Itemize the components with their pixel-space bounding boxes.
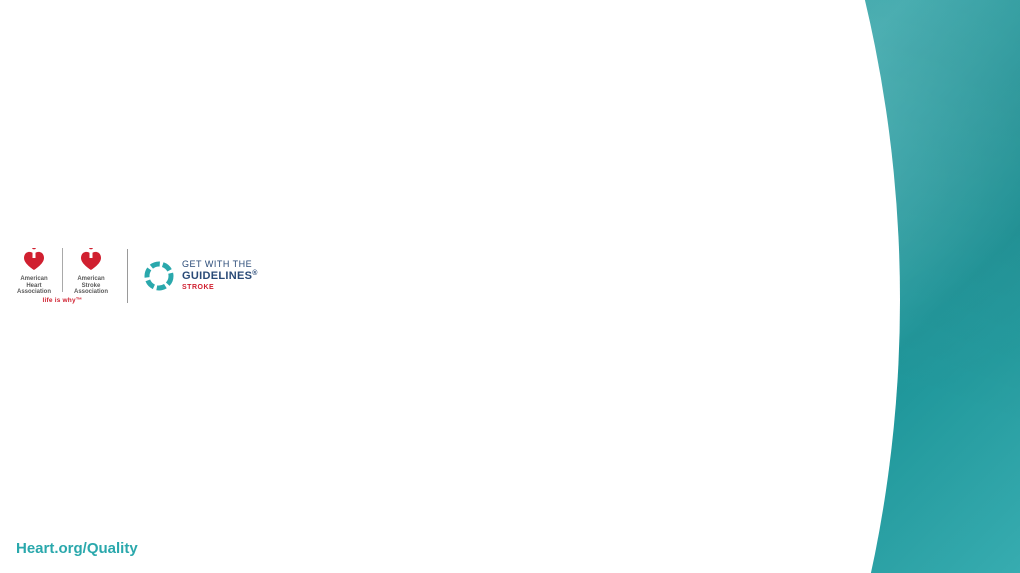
gwtg-line-2: GUIDELINES® (182, 270, 258, 282)
asa-logo: American Stroke Association (69, 248, 113, 296)
aha-asa-divider (62, 248, 63, 292)
program-line: Get With the Guidelines Stroke® (260, 105, 980, 140)
life-is-why-tagline: life is why™ (43, 297, 83, 304)
heart-torch-icon (79, 248, 103, 274)
aha-asa-row: American Heart Association American Stro… (12, 248, 113, 296)
asa-label: American Stroke Association (74, 276, 108, 296)
gwtg-sub: STROKE (182, 284, 258, 292)
aha-asa-combined-logo: American Heart Association American Stro… (12, 248, 113, 304)
slide: Get With the Guidelines Stroke® Mechanic… (0, 0, 1020, 573)
logo-separator (127, 249, 128, 303)
program-text: Get With the Guidelines Stroke (393, 106, 833, 139)
aha-logo: American Heart Association (12, 248, 56, 296)
logo-block: American Heart Association American Stro… (12, 248, 258, 304)
title-line-2: Reperfusion Therapy (260, 250, 980, 300)
content-area: Get With the Guidelines Stroke® Mechanic… (260, 0, 980, 573)
heart-torch-icon (22, 248, 46, 274)
registered-sup: ® (833, 105, 846, 125)
slide-date: February 1, 2017 (260, 410, 980, 444)
gwtg-ring-icon (142, 259, 176, 293)
gwtg-line-1: GET WITH THE (182, 260, 258, 270)
gwtg-text: GET WITH THE GUIDELINES® STROKE (182, 260, 258, 292)
aha-label: American Heart Association (17, 276, 51, 296)
slide-title: Mechanical Endovascular Reperfusion Ther… (260, 200, 980, 300)
gwtg-logo: GET WITH THE GUIDELINES® STROKE (142, 259, 258, 293)
footer-url: Heart.org/Quality (16, 540, 138, 557)
title-line-1: Mechanical Endovascular (260, 200, 980, 250)
